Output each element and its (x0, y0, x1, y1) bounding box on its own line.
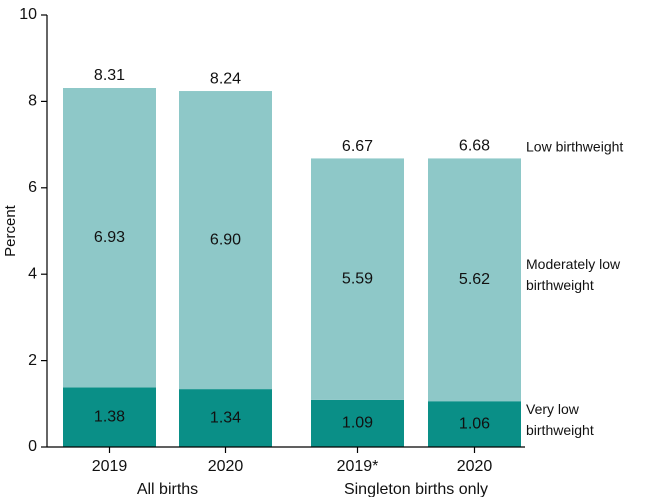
total-label: 6.67 (342, 138, 373, 155)
data-label: 5.62 (459, 271, 490, 288)
bar-segment-moderately-low-birthweight (63, 88, 156, 388)
bar-segment-very-low-birthweight (311, 399, 404, 447)
bar-segment-moderately-low-birthweight (179, 91, 272, 390)
legend-label: Moderately low (526, 256, 621, 272)
y-tick-label: 10 (19, 6, 37, 23)
x-axis: 2019 2020 2019* 2020 All births Singleton bir… (47, 446, 525, 497)
data-label: 6.90 (210, 231, 241, 248)
y-axis: 0 2 4 6 8 10 Percent (2, 6, 48, 455)
legend-label: Low birthweight (526, 138, 623, 154)
y-tick-label: 0 (28, 438, 37, 455)
total-label: 8.31 (94, 67, 125, 84)
data-labels: 1.38 6.93 8.31 1.34 6.90 8.24 1.09 5.59 6.67 1.06… (94, 67, 490, 432)
y-tick-label: 4 (28, 265, 37, 282)
legend-label: birthweight (526, 277, 594, 293)
bar-segment-very-low-birthweight (428, 401, 521, 447)
y-tick-label: 6 (28, 179, 37, 196)
data-label: 1.09 (342, 415, 373, 432)
y-axis-title: Percent (2, 204, 19, 257)
data-label: 1.34 (210, 409, 241, 426)
group-label: All births (137, 481, 198, 497)
data-label: 5.59 (342, 270, 373, 287)
data-label: 1.06 (459, 415, 490, 432)
legend-label: birthweight (526, 422, 594, 438)
bar-segment-very-low-birthweight (179, 389, 272, 447)
data-label: 6.93 (94, 229, 125, 246)
x-tick-label: 2020 (457, 458, 493, 475)
bars (63, 88, 521, 447)
legend-label: Very low (526, 401, 580, 417)
y-tick-label: 8 (28, 93, 37, 110)
group-label: Singleton births only (344, 481, 488, 497)
bar-segment-very-low-birthweight (63, 387, 156, 447)
x-tick-label: 2019* (337, 458, 379, 475)
x-tick-label: 2019 (92, 458, 128, 475)
total-label: 8.24 (210, 70, 241, 87)
data-label: 1.38 (94, 408, 125, 425)
total-label: 6.68 (459, 138, 490, 155)
legend: Low birthweight Moderately low birthweight… (526, 138, 623, 438)
x-tick-label: 2020 (208, 458, 244, 475)
y-tick-label: 2 (28, 352, 37, 369)
bar-segment-moderately-low-birthweight (428, 158, 521, 402)
bar-segment-moderately-low-birthweight (311, 158, 404, 400)
